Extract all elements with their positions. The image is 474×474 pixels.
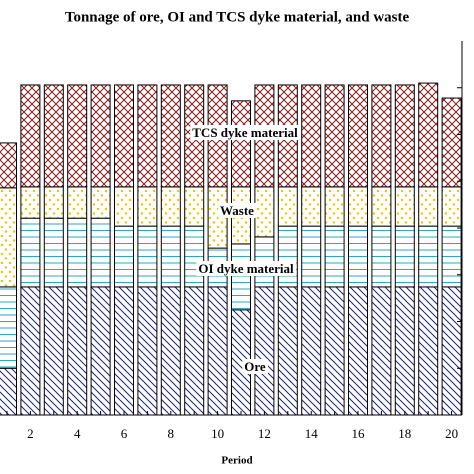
x-tick-label: 6 [121, 426, 128, 441]
bar-segment [277, 186, 298, 227]
bar-segment [90, 286, 111, 416]
x-tick-label: 20 [445, 426, 458, 441]
bar-segment [67, 186, 88, 219]
bar-segment [231, 243, 251, 311]
bar-segment [441, 286, 462, 416]
bar-segment [184, 186, 205, 227]
series-label: OI dyke material [198, 261, 294, 276]
bar-segment [418, 186, 439, 227]
bar-segment [371, 225, 392, 288]
bar-segment [324, 225, 345, 288]
bar-segment [418, 225, 439, 288]
series-label-bg [218, 202, 257, 218]
bar-segment [114, 84, 134, 188]
bar-segment [324, 186, 345, 227]
bar-segment [184, 225, 205, 288]
bar-segment [137, 225, 158, 288]
bar-segment [90, 84, 111, 188]
bar-segment [371, 286, 392, 416]
x-tick-label: 18 [398, 426, 411, 441]
bar-segment [184, 286, 205, 416]
bar-segment [371, 186, 392, 227]
bar-segment [160, 84, 181, 188]
x-tick-label: 16 [352, 426, 366, 441]
bar-segment [348, 84, 368, 188]
bar-segment [67, 217, 88, 288]
x-axis-label: Period [221, 455, 252, 467]
series-label: Ore [244, 359, 266, 374]
series-label-bg [242, 358, 268, 374]
bar-segment [160, 286, 181, 416]
bar-segment [20, 84, 41, 188]
bar-segment [20, 286, 41, 416]
bar-segment [441, 97, 462, 188]
bar-segment [160, 225, 181, 288]
x-tick-label: 12 [258, 426, 271, 441]
bar-segment [207, 286, 228, 416]
bar-segment [394, 286, 415, 416]
x-tick-label: 8 [168, 426, 175, 441]
bar-segment [277, 225, 298, 288]
bar-segment [160, 186, 181, 227]
bar-segment [394, 186, 415, 227]
bar-segment [90, 186, 111, 219]
x-tick-label: 14 [305, 426, 319, 441]
series-label: TCS dyke material [192, 125, 298, 140]
bar-segment [277, 286, 298, 416]
x-tick-label: 10 [211, 426, 224, 441]
bar-segment [441, 186, 462, 227]
bar-segment [394, 84, 415, 188]
bar-segment [137, 84, 158, 188]
bar-segment [301, 225, 322, 288]
bar-segment [348, 286, 368, 416]
bar-segment [254, 286, 275, 416]
bar-segment [0, 187, 17, 288]
bar-segment [67, 84, 88, 188]
x-tick-label: 2 [27, 426, 34, 441]
bar-segment [441, 225, 462, 288]
bar-segment [324, 84, 345, 188]
bar-segment [418, 286, 439, 416]
bar-segment [20, 186, 41, 219]
bar-segment [114, 225, 134, 288]
bar-segment [43, 217, 64, 288]
bar-segment [348, 186, 368, 227]
bar-segment [43, 286, 64, 416]
bar-segment [114, 186, 134, 227]
series-label-bg [196, 260, 297, 276]
series-label-bg [190, 124, 301, 140]
bar-segment [418, 82, 439, 188]
bar-segment [301, 84, 322, 188]
bar-segment [301, 286, 322, 416]
bar-segment [90, 217, 111, 288]
bar-segment [67, 286, 88, 416]
bar-segment [0, 142, 17, 189]
bar-segment [137, 186, 158, 227]
bar-segment [324, 286, 345, 416]
chart-title: Tonnage of ore, OI and TCS dyke material… [65, 9, 410, 25]
bar-segment [0, 367, 17, 416]
bar-segment [301, 186, 322, 227]
bar-segment [0, 286, 17, 369]
bar-segment [114, 286, 134, 416]
bar-segment [43, 84, 64, 188]
bar-segment [20, 217, 41, 288]
bar-segment [137, 286, 158, 416]
bar-segment [231, 100, 251, 188]
bar-segment [394, 225, 415, 288]
bar-segment [254, 186, 275, 238]
bar-segment [348, 225, 368, 288]
bar-segment [371, 84, 392, 188]
series-label: Waste [220, 203, 254, 218]
bar-segment [43, 186, 64, 219]
x-tick-label: 4 [74, 426, 81, 441]
